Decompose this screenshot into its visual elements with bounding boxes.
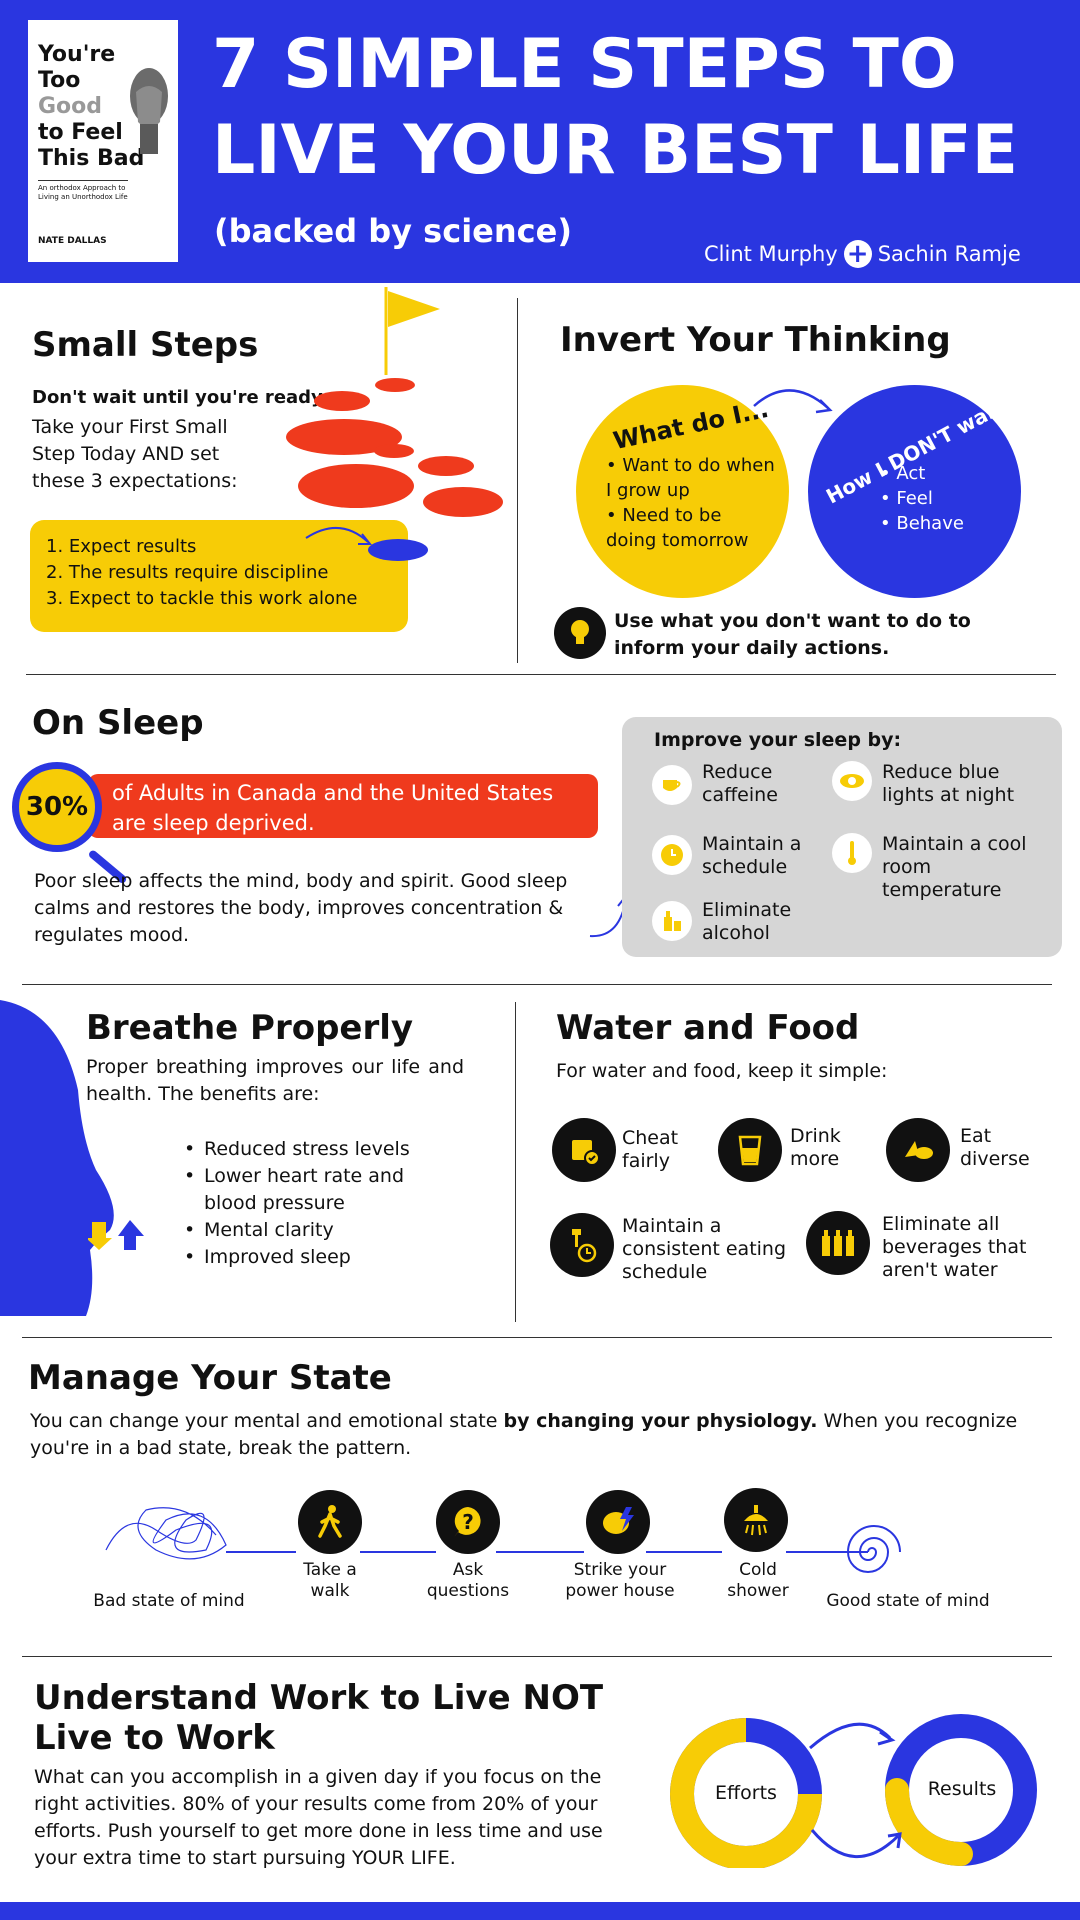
cutlery-clock-icon — [550, 1213, 614, 1277]
small-steps-text: Take your First Small Step Today AND set… — [32, 416, 238, 492]
calendar-check-icon — [552, 1118, 616, 1182]
head-silhouette — [0, 1000, 114, 1316]
dont-want-circle: How I DON'T want to... • Act • Feel • Be… — [808, 367, 1060, 598]
efforts-label: Efforts — [715, 1782, 777, 1804]
book-cover: You're Too Good to Feel This Bad An orth… — [28, 20, 178, 262]
clock-icon — [652, 835, 692, 875]
bad-state-label: Bad state of mind — [93, 1591, 245, 1611]
footer-bar — [0, 1902, 1080, 1920]
author-1: Clint Murphy — [704, 242, 838, 266]
thermometer-icon — [832, 833, 872, 873]
efforts-results-diagram — [670, 1714, 1037, 1868]
breath-arrows-icon — [88, 1220, 144, 1250]
breathe-benefits: Reduced stress levels Lower heart rate a… — [182, 1136, 452, 1271]
state-title: Manage Your State — [28, 1358, 392, 1398]
page-subtitle: (backed by science) — [214, 212, 572, 250]
bottle-icon — [652, 901, 692, 941]
stat-bar: of Adults in Canada and the United State… — [88, 774, 598, 838]
authors: Clint Murphy + Sachin Ramje — [704, 240, 1021, 268]
brain-power-icon — [586, 1490, 650, 1554]
state-text: You can change your mental and emotional… — [30, 1410, 1018, 1459]
breathe-text: Proper breathing improves our life and h… — [86, 1056, 464, 1105]
statue-head-icon — [130, 68, 168, 154]
coffee-icon — [652, 765, 692, 805]
shower-icon — [724, 1488, 788, 1552]
bottles-icon — [806, 1211, 870, 1275]
walk-icon — [298, 1490, 362, 1554]
eye-icon — [832, 761, 872, 801]
expectations-box: 1. Expect results 2. The results require… — [30, 520, 408, 632]
magnifier-stat: 30% — [12, 762, 102, 852]
header-banner: You're Too Good to Feel This Bad An orth… — [0, 0, 1080, 283]
svg-text:?: ? — [462, 1510, 474, 1534]
author-2: Sachin Ramje — [877, 242, 1021, 266]
results-label: Results — [927, 1778, 997, 1800]
invert-title: Invert Your Thinking — [560, 320, 951, 360]
work-title: Understand Work to Live NOT Live to Work — [34, 1678, 604, 1758]
book-title: You're Too Good to Feel This Bad — [38, 42, 145, 171]
state-timeline — [105, 1507, 901, 1573]
arrow-invert — [753, 389, 833, 414]
page-title: 7 SIMPLE STEPS TO LIVE YOUR BEST LIFE — [212, 25, 1019, 190]
water-title: Water and Food — [556, 1008, 860, 1048]
good-state-label: Good state of mind — [826, 1591, 990, 1611]
question-icon: ? — [436, 1490, 500, 1554]
sleep-text: Poor sleep affects the mind, body and sp… — [34, 870, 568, 946]
sleep-tips-panel: Improve your sleep by: Reduce caffeine R… — [622, 717, 1062, 957]
breathe-title: Breathe Properly — [86, 1008, 414, 1048]
food-icon — [886, 1118, 950, 1182]
work-text: What can you accomplish in a given day i… — [34, 1766, 603, 1869]
plus-icon: + — [843, 240, 872, 268]
small-steps-title: Small Steps — [32, 325, 259, 365]
sleep-title: On Sleep — [32, 703, 204, 743]
glass-icon — [718, 1118, 782, 1182]
lightbulb-icon — [554, 607, 606, 659]
water-text: For water and food, keep it simple: — [556, 1060, 888, 1082]
steps-flag-illustration — [286, 287, 503, 517]
invert-tip: Use what you don't want to do to inform … — [614, 610, 971, 659]
arrow-to-step — [305, 526, 428, 561]
want-circle: What do I... • Want to do when I grow up… — [576, 385, 789, 598]
small-steps-bold: Don't wait until you're ready — [32, 387, 323, 408]
